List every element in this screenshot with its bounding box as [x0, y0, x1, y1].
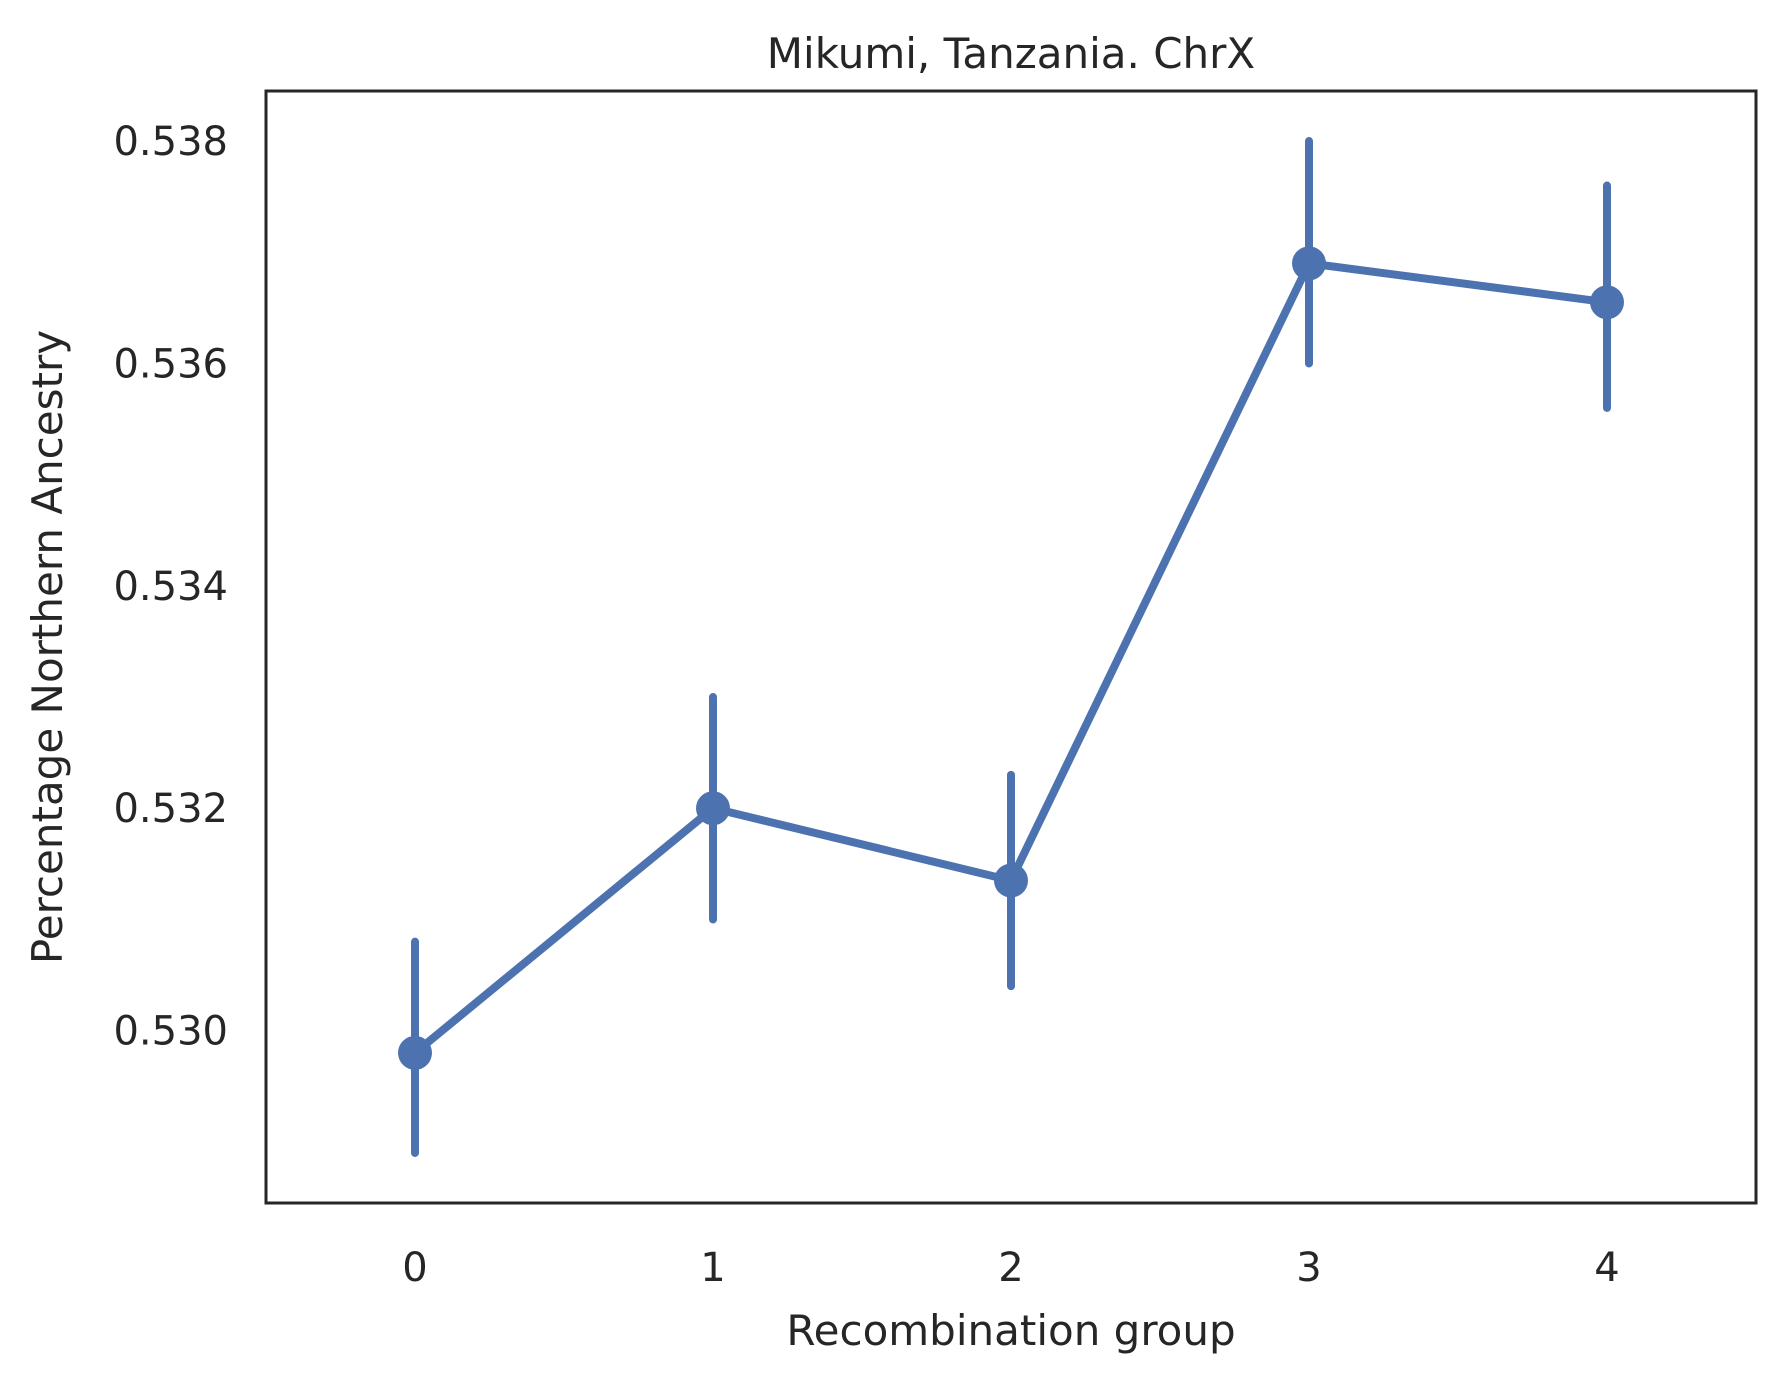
y-tick-label: 0.536	[113, 341, 228, 387]
data-point	[994, 863, 1028, 898]
y-tick-label: 0.534	[113, 564, 228, 610]
data-point	[398, 1035, 432, 1070]
plot-area	[398, 137, 1624, 1157]
x-tick-label: 4	[1594, 1245, 1619, 1291]
x-tick-label: 2	[998, 1245, 1023, 1291]
x-axis-label: Recombination group	[786, 1306, 1235, 1355]
data-point	[1292, 246, 1326, 281]
y-tick-label: 0.530	[113, 1009, 228, 1055]
y-tick-label: 0.532	[113, 786, 228, 832]
x-tick-label: 1	[700, 1245, 725, 1291]
data-point	[1590, 285, 1624, 320]
y-axis-label: Percentage Northern Ancestry	[23, 330, 72, 964]
y-axis-ticks: 0.530 0.532 0.534 0.536 0.538	[113, 119, 228, 1055]
x-tick-label: 3	[1296, 1245, 1321, 1291]
chart-title: Mikumi, Tanzania. ChrX	[767, 29, 1255, 78]
x-tick-label: 0	[402, 1245, 427, 1291]
data-point	[696, 791, 730, 826]
x-axis-ticks: 0 1 2 3 4	[402, 1245, 1619, 1291]
axes-frame	[264, 89, 1758, 1205]
y-tick-label: 0.538	[113, 119, 228, 165]
